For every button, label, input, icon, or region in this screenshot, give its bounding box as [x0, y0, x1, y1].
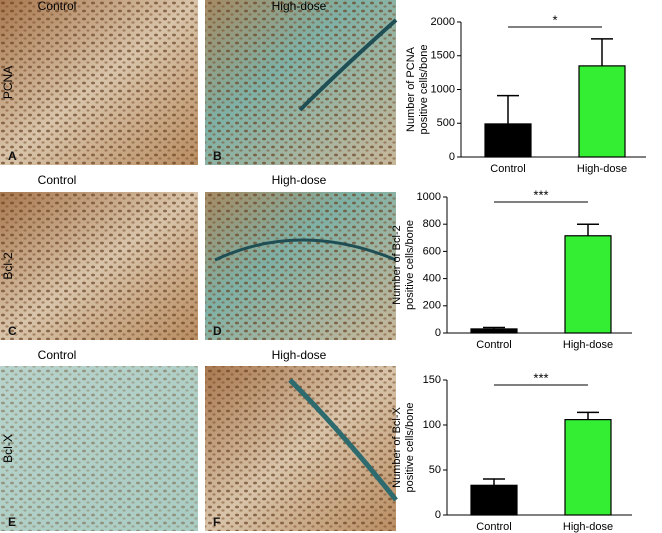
micrographs — [0, 0, 398, 531]
panel-letter: B — [213, 149, 222, 163]
y-tick-label: 150 — [423, 374, 441, 386]
y-axis-label: Number of Bcl-X — [391, 406, 403, 487]
column-label: Control — [38, 0, 77, 13]
y-tick-label: 200 — [423, 300, 441, 312]
panel-letter: A — [8, 149, 17, 163]
bar — [564, 235, 612, 334]
row-label: Bcl-X — [1, 434, 15, 463]
x-tick-label: High-dose — [577, 163, 627, 175]
x-tick-label: Control — [490, 163, 525, 175]
bar — [470, 484, 518, 516]
y-tick-label: 0 — [435, 509, 441, 521]
y-axis-label: Number of Bcl-2 — [391, 225, 403, 304]
panel-letter: C — [8, 324, 17, 338]
x-tick-label: Control — [476, 521, 511, 533]
panel-letter: D — [213, 324, 222, 338]
vessel — [288, 378, 398, 502]
y-axis-label: Number of PCNA — [405, 46, 417, 132]
micrograph-texture — [0, 0, 198, 165]
bar — [564, 419, 612, 516]
y-tick-label: 1000 — [431, 83, 455, 95]
vessel — [298, 18, 398, 112]
y-tick-label: 600 — [423, 245, 441, 257]
y-tick-label: 0 — [449, 151, 455, 163]
y-tick-label: 400 — [423, 273, 441, 285]
bar — [484, 123, 532, 158]
row-label: Bcl-2 — [1, 252, 15, 280]
significance-label: *** — [533, 187, 548, 202]
column-label: High-dose — [272, 173, 327, 187]
y-axis-label: positive cells/bone — [404, 403, 416, 493]
y-tick-label: 2000 — [431, 16, 455, 28]
y-tick-label: 100 — [423, 419, 441, 431]
x-tick-label: Control — [476, 339, 511, 351]
bar — [470, 328, 518, 334]
micrograph-texture — [0, 192, 198, 340]
y-axis-label: positive cells/bone — [404, 220, 416, 310]
micrograph-texture — [0, 366, 198, 531]
micrograph-texture — [205, 0, 396, 165]
column-label: Control — [38, 348, 77, 362]
y-tick-label: 1500 — [431, 50, 455, 62]
column-label: High-dose — [272, 348, 327, 362]
micrograph-texture — [205, 192, 396, 340]
panel-letter: E — [8, 515, 16, 529]
row-label: PCNA — [1, 66, 15, 99]
y-tick-label: 800 — [423, 218, 441, 230]
y-tick-label: 1000 — [417, 191, 441, 203]
panel-letter: F — [213, 515, 220, 529]
y-axis-label: positive cells/bone — [418, 45, 430, 135]
x-tick-label: High-dose — [563, 521, 613, 533]
y-tick-label: 50 — [429, 464, 441, 476]
vessel — [214, 238, 397, 262]
significance-label: * — [552, 12, 557, 27]
y-tick-label: 500 — [437, 117, 455, 129]
bar — [578, 65, 626, 158]
x-tick-label: High-dose — [563, 339, 613, 351]
significance-label: *** — [533, 370, 548, 385]
column-label: High-dose — [272, 0, 327, 13]
y-tick-label: 0 — [435, 327, 441, 339]
column-label: Control — [38, 173, 77, 187]
